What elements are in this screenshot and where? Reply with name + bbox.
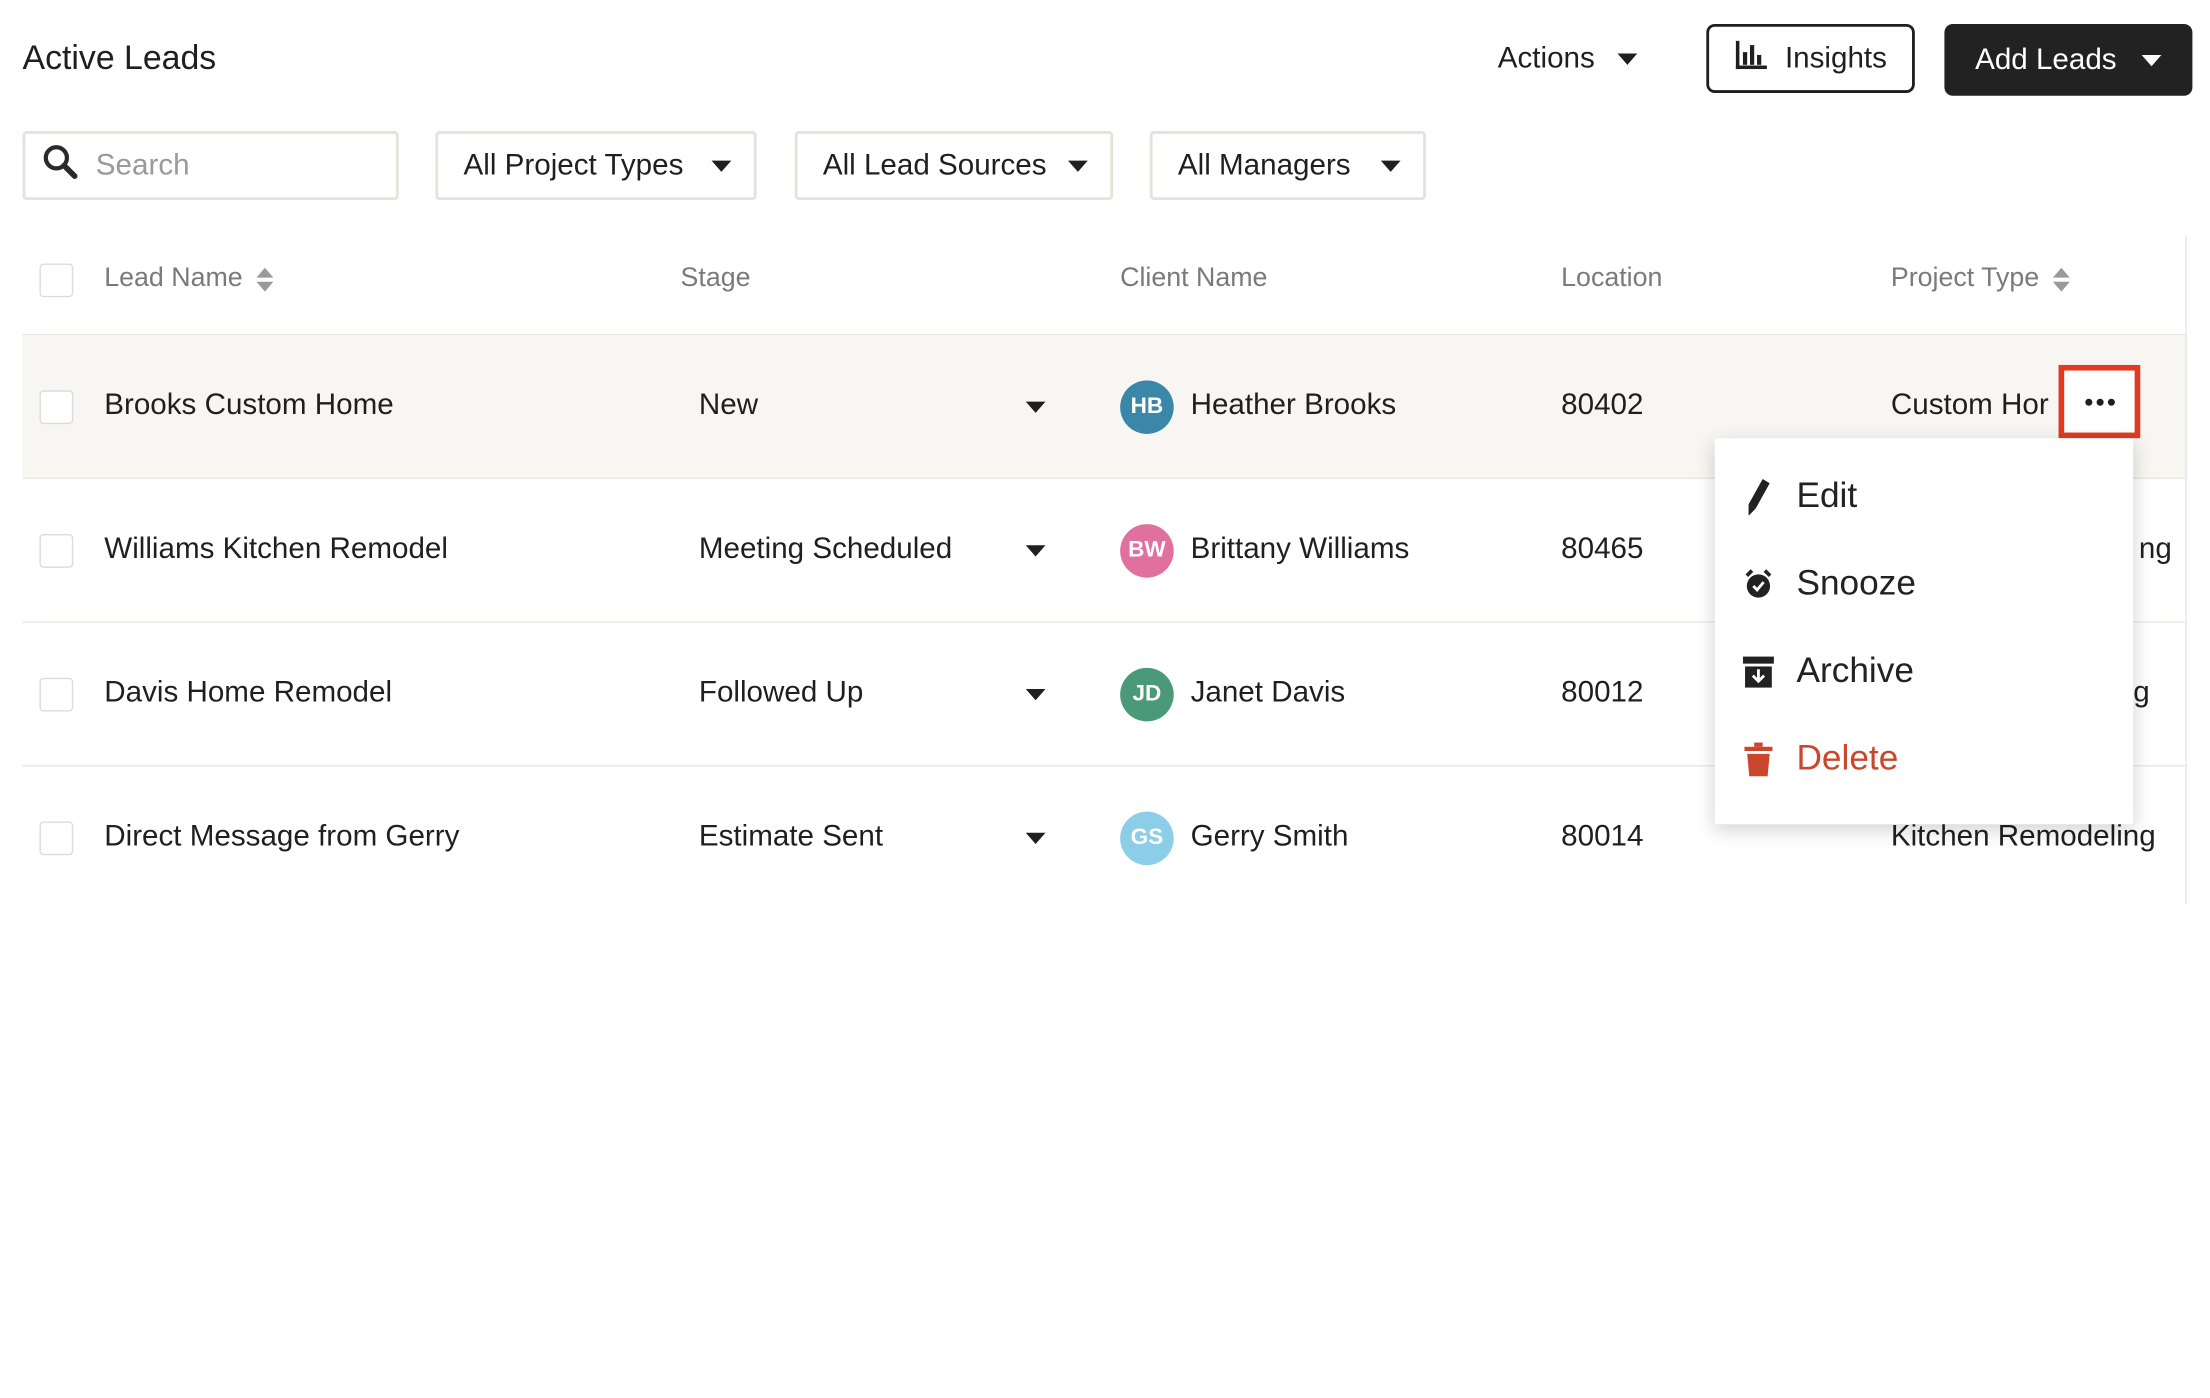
pencil-icon <box>1743 478 1774 515</box>
project-type: g <box>2133 676 2150 709</box>
lead-name[interactable]: Davis Home Remodel <box>104 676 393 709</box>
page-title: Active Leads <box>22 39 217 78</box>
menu-item-archive[interactable]: Archive <box>1742 650 1914 692</box>
row-more-actions-button[interactable] <box>2058 364 2141 439</box>
row-checkbox[interactable] <box>39 821 74 856</box>
column-project-type-label: Project Type <box>1890 263 2040 294</box>
table-row[interactable]: Davis Home Remodel Followed Up JD Janet … <box>22 623 2187 767</box>
row-actions-menu: Edit Snooze Archive <box>1714 438 2134 825</box>
avatar: JD <box>1120 667 1174 722</box>
add-leads-button[interactable]: Add Leads <box>1944 23 2193 96</box>
column-location-label: Location <box>1561 263 1663 294</box>
row-checkbox[interactable] <box>39 390 74 425</box>
lead-sources-label: All Lead Sources <box>822 148 1047 182</box>
lead-name[interactable]: Brooks Custom Home <box>104 388 394 422</box>
menu-item-delete[interactable]: Delete <box>1743 738 1898 779</box>
table-row[interactable]: Direct Message from Gerry Estimate Sent … <box>23 766 2187 908</box>
stage-select[interactable]: Estimate Sent <box>698 820 884 853</box>
chevron-down-icon <box>1617 53 1638 65</box>
add-leads-label: Add Leads <box>1975 42 2117 76</box>
project-types-label: All Project Types <box>463 148 684 182</box>
row-checkbox[interactable] <box>39 677 74 712</box>
avatar: GS <box>1120 811 1174 866</box>
chevron-down-icon[interactable] <box>1025 832 1046 844</box>
chevron-down-icon[interactable] <box>1025 401 1046 413</box>
client-name: Brittany Williams <box>1190 532 1410 566</box>
lead-name[interactable]: Direct Message from Gerry <box>104 820 460 853</box>
table-scroll-edge <box>2185 235 2187 905</box>
column-lead-name[interactable]: Lead Name <box>104 263 274 294</box>
project-types-filter[interactable]: All Project Types <box>435 131 757 201</box>
chevron-down-icon <box>1068 159 1088 172</box>
row-checkbox[interactable] <box>39 534 74 568</box>
avatar: HB <box>1120 380 1174 434</box>
leads-table: Lead Name Stage Client Name Location Pro… <box>22 232 2187 908</box>
client-name: Gerry Smith <box>1190 820 1349 853</box>
insights-button[interactable]: Insights <box>1706 23 1915 93</box>
actions-label: Actions <box>1497 42 1595 75</box>
managers-filter[interactable]: All Managers <box>1149 131 1426 201</box>
avatar: BW <box>1120 524 1174 578</box>
menu-item-snooze[interactable]: Snooze <box>1743 564 1916 605</box>
bar-chart-icon <box>1734 39 1768 78</box>
sort-icon <box>2053 267 2071 291</box>
menu-item-edit[interactable]: Edit <box>1743 476 1857 517</box>
column-project-type[interactable]: Project Type <box>1890 263 2071 294</box>
lead-name[interactable]: Williams Kitchen Remodel <box>104 532 448 566</box>
column-lead-name-label: Lead Name <box>104 263 243 294</box>
chevron-down-icon <box>711 159 732 172</box>
menu-item-delete-label: Delete <box>1796 738 1899 778</box>
search-input[interactable] <box>92 147 381 184</box>
chevron-down-icon[interactable] <box>1025 689 1046 701</box>
column-client-name: Client Name <box>1120 263 1267 294</box>
trash-icon <box>1743 740 1774 777</box>
menu-item-snooze-label: Snooze <box>1796 563 1916 604</box>
location: 80012 <box>1561 676 1644 709</box>
column-stage-label: Stage <box>680 263 751 294</box>
search-icon <box>42 144 79 188</box>
insights-label: Insights <box>1784 41 1887 74</box>
project-type: ng <box>2138 532 2172 566</box>
client-name: Heather Brooks <box>1190 388 1397 422</box>
stage-select[interactable]: Followed Up <box>698 676 864 709</box>
lead-sources-filter[interactable]: All Lead Sources <box>794 131 1114 201</box>
table-row[interactable]: Williams Kitchen Remodel Meeting Schedul… <box>22 479 2187 623</box>
actions-dropdown[interactable]: Actions <box>1497 34 1638 85</box>
client-name: Janet Davis <box>1190 676 1346 709</box>
table-header: Lead Name Stage Client Name Location Pro… <box>22 232 2187 336</box>
sort-icon <box>256 267 274 291</box>
project-type: Custom Hor <box>1890 388 2049 422</box>
column-stage: Stage <box>681 263 751 294</box>
chevron-down-icon <box>1380 159 1401 172</box>
chevron-down-icon <box>2141 54 2162 66</box>
alarm-clock-icon <box>1743 566 1774 603</box>
column-client-name-label: Client Name <box>1120 263 1268 294</box>
search-box[interactable] <box>22 131 399 201</box>
menu-item-archive-label: Archive <box>1796 650 1914 691</box>
more-icon <box>2084 398 2092 406</box>
project-type: Kitchen Remodeling <box>1890 820 2156 853</box>
column-location: Location <box>1561 263 1662 294</box>
archive-icon <box>1742 653 1774 690</box>
menu-item-edit-label: Edit <box>1796 476 1858 516</box>
stage-select[interactable]: New <box>698 388 759 422</box>
select-all-checkbox[interactable] <box>39 263 74 298</box>
location: 80465 <box>1561 532 1644 566</box>
stage-select[interactable]: Meeting Scheduled <box>698 532 953 566</box>
location: 80402 <box>1561 388 1644 422</box>
chevron-down-icon[interactable] <box>1025 545 1046 557</box>
managers-label: All Managers <box>1177 148 1351 182</box>
location: 80014 <box>1561 820 1644 853</box>
